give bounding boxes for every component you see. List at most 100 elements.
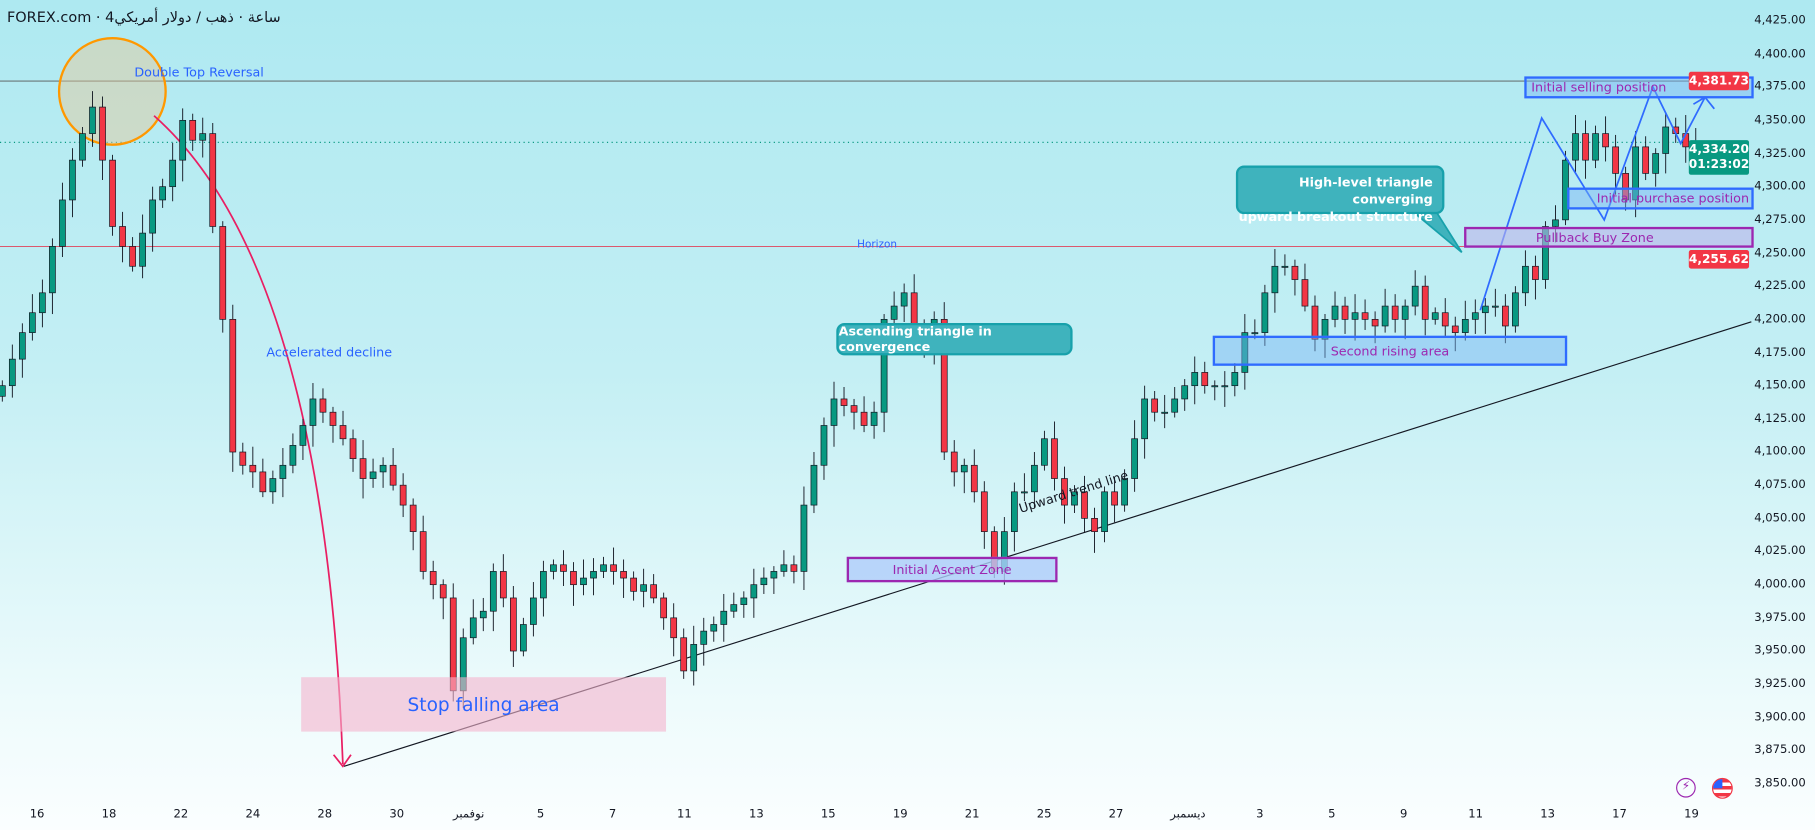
candle-up (1662, 126, 1670, 154)
candle-up (169, 159, 177, 188)
price-tick-label: 3,925.00 (1754, 677, 1806, 691)
lightning-icon[interactable]: ⚡ (1676, 777, 1696, 798)
price-tick-label: 4,250.00 (1754, 246, 1806, 260)
candle-up (900, 292, 908, 307)
price-tick-label: 3,850.00 (1754, 777, 1806, 791)
candle-up (0, 385, 6, 397)
candle-up (1381, 305, 1389, 327)
candle-down (1201, 372, 1209, 387)
candle-up (1021, 491, 1028, 494)
candle-up (299, 425, 307, 446)
candle-up (1331, 305, 1339, 320)
candle-up (520, 624, 527, 652)
candle-up (59, 199, 66, 247)
price-tick-label: 4,325.00 (1754, 147, 1806, 160)
candle-up (199, 133, 207, 141)
candle-down (1582, 133, 1589, 161)
candle-down (790, 564, 798, 572)
time-tick-label: 25 (1036, 808, 1052, 821)
candle-down (339, 425, 347, 440)
candle-up (1011, 491, 1018, 532)
price-tick-label: 4,125.00 (1754, 412, 1806, 426)
time-tick-label: 19 (1684, 808, 1699, 821)
candle-up (1572, 133, 1579, 161)
time-tick-label: 9 (1400, 808, 1408, 821)
candle-up (540, 571, 547, 599)
us-flag-icon[interactable] (1711, 777, 1733, 799)
price-tick-label: 3,875.00 (1754, 744, 1806, 757)
candle-down (319, 398, 327, 413)
candle-up (1461, 318, 1469, 333)
time-tick-label: 19 (892, 808, 908, 821)
stop-falling-area: Stop falling area (301, 677, 667, 732)
candle-up (830, 398, 838, 426)
last-price-tag: 4,334.20 01:23:02 (1688, 140, 1749, 175)
price-tick-label: 4,275.00 (1754, 213, 1806, 227)
candle-down (1371, 318, 1379, 327)
time-tick-label: 7 (608, 808, 617, 821)
time-tick-label: 17 (1612, 808, 1627, 821)
initial-purchase-zone: Initial purchase position (1567, 187, 1754, 210)
horizon-level-tag: 4,255.62 (1688, 250, 1750, 269)
candle-down (1341, 305, 1349, 320)
time-tick-label: 11 (1468, 808, 1484, 821)
price-tick-label: 4,225.00 (1754, 279, 1806, 293)
candle-up (179, 119, 187, 161)
price-tick-label: 4,350.00 (1754, 113, 1806, 127)
candle-down (1421, 285, 1429, 320)
price-tick-label: 4,300.00 (1754, 180, 1806, 194)
candle-up (139, 232, 146, 267)
candle-down (119, 226, 126, 247)
callout-line-1: High-level triangle converging (1298, 174, 1433, 208)
candle-up (1271, 265, 1279, 294)
candle-down (439, 584, 447, 599)
candle-up (1652, 153, 1660, 174)
candle-down (840, 398, 848, 406)
candle-down (1391, 305, 1399, 320)
candle-up (39, 292, 46, 314)
candle-down (359, 458, 367, 479)
double-top-label: Double Top Reversal (134, 64, 264, 80)
candle-up (369, 471, 377, 479)
price-tick-label: 3,900.00 (1754, 710, 1806, 724)
candle-down (429, 571, 437, 586)
price-tick-label: 4,100.00 (1754, 445, 1806, 459)
candle-down (980, 491, 988, 532)
candle-down (660, 597, 668, 619)
candle-up (1211, 385, 1219, 388)
candle-up (1141, 398, 1148, 440)
candle-down (1602, 133, 1609, 148)
candle-down (1151, 398, 1159, 413)
candle-down (209, 133, 217, 227)
second-rising-label: Second rising area (1330, 343, 1450, 359)
candle-up (780, 564, 788, 572)
price-tick-label: 4,050.00 (1754, 511, 1806, 525)
candle-up (740, 597, 748, 605)
candle-up (600, 564, 607, 572)
time-tick-label: 24 (245, 808, 261, 821)
candle-down (1502, 305, 1509, 327)
candle-up (1522, 265, 1529, 294)
horizon-label: Horizon (857, 239, 898, 252)
candle-down (329, 411, 337, 426)
candle-up (1191, 372, 1199, 387)
candle-up (1542, 226, 1549, 280)
time-tick-label: 16 (29, 808, 45, 821)
candle-up (580, 577, 587, 586)
candle-up (1281, 265, 1289, 268)
candle-down (1081, 491, 1088, 519)
candle-up (1071, 491, 1078, 506)
high-level-triangle-callout: High-level triangle converging upward br… (1235, 165, 1445, 225)
pullback-label: Pullback Buy Zone (1535, 229, 1654, 245)
candle-up (1512, 292, 1519, 327)
candle-down (1091, 518, 1098, 532)
candle-down (349, 438, 357, 459)
purchase-label: Initial purchase position (1596, 191, 1750, 207)
candle-up (489, 571, 497, 612)
candle-down (610, 564, 617, 572)
time-tick-label: 13 (748, 808, 764, 821)
candle-down (1111, 491, 1118, 506)
candle-up (870, 411, 878, 426)
